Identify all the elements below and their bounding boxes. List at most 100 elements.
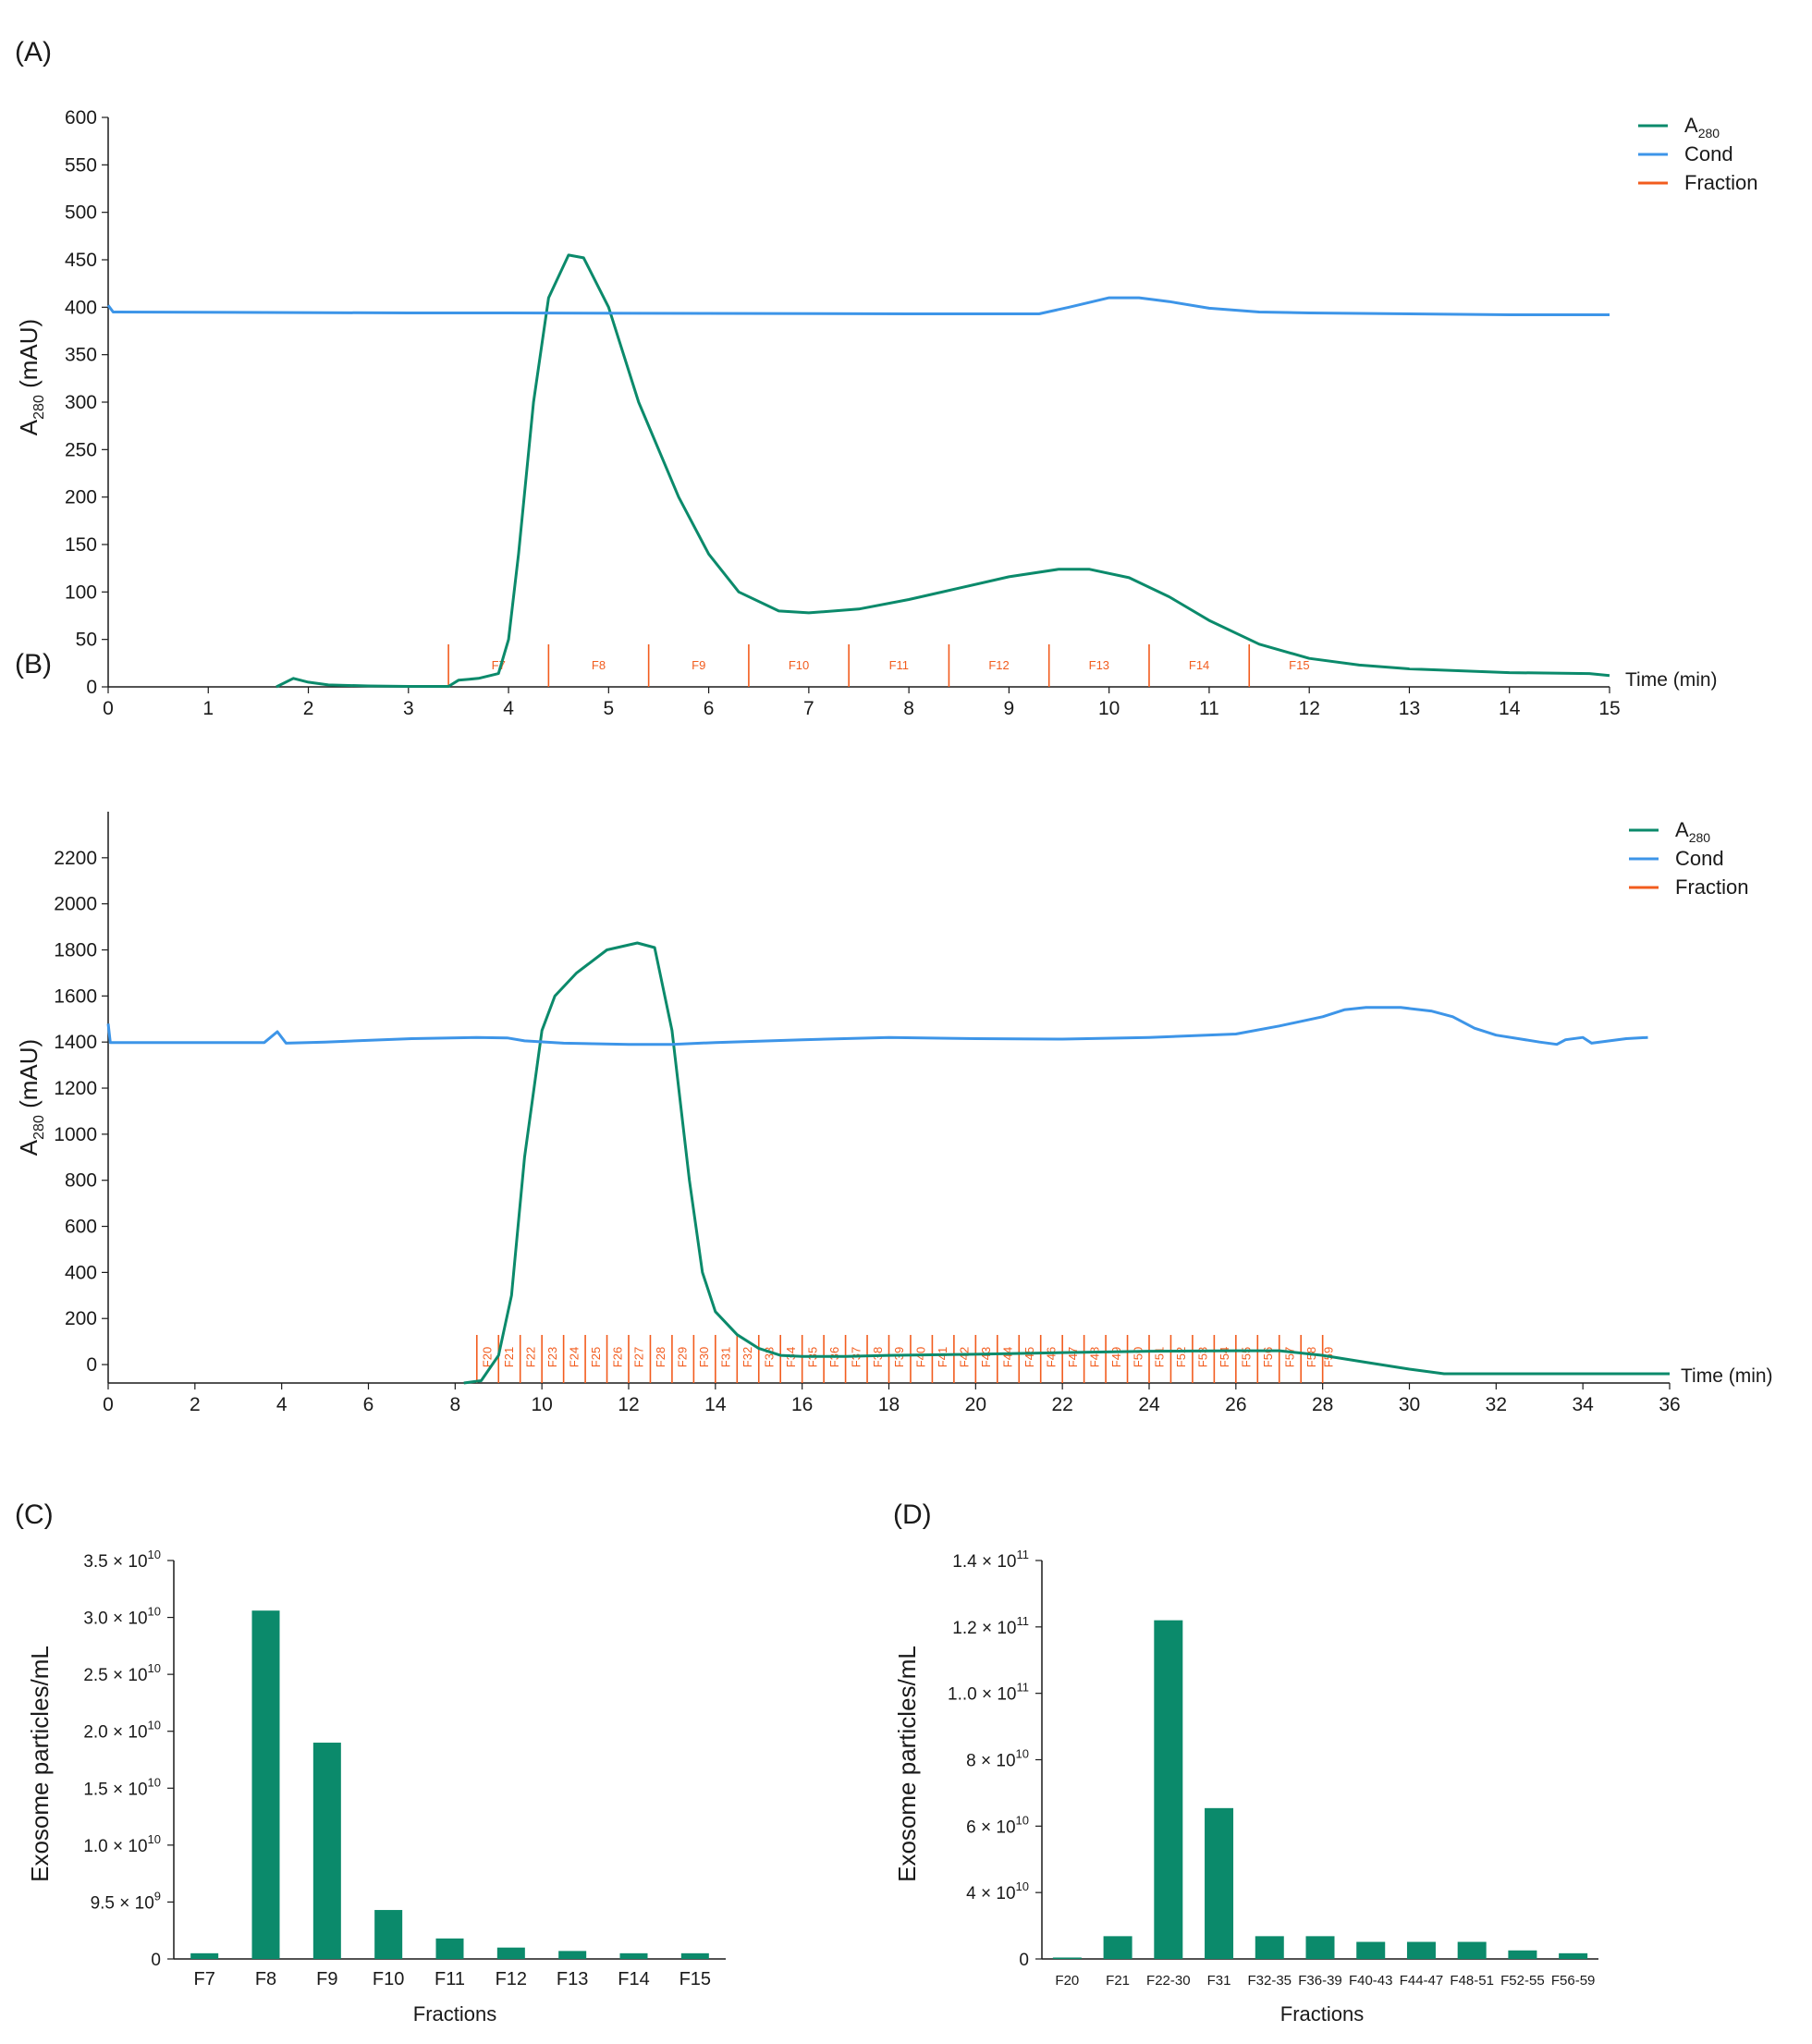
panel-b-line-chart: (B) A280 (mAU) Time (min) 0 2 4 6 8 10 12 14 16 1… — [15, 649, 1773, 1415]
y-tick-label: 450 — [65, 250, 97, 271]
fraction-label: F42 — [958, 1347, 972, 1367]
category-label: F48-51 — [1450, 1973, 1494, 1989]
x-tick-label: 9 — [1004, 698, 1015, 719]
x-tick-label: 10 — [1098, 698, 1120, 719]
panel-a-tag: (A) — [15, 37, 52, 67]
y-tick-label: 1000 — [54, 1124, 97, 1145]
bar — [1457, 1941, 1487, 1959]
fraction-label: F41 — [936, 1347, 949, 1367]
y-tick-label: 400 — [65, 297, 97, 318]
y-tick-label: 1.0 × 1010 — [83, 1832, 161, 1856]
fraction-label: F49 — [1109, 1347, 1123, 1367]
x-tick-label: 6 — [363, 1394, 374, 1415]
category-label: F13 — [557, 1969, 588, 1989]
y-tick-label: 8 × 1010 — [966, 1747, 1029, 1771]
y-tick-label: 250 — [65, 439, 97, 460]
fraction-label: F23 — [545, 1347, 559, 1367]
fraction-label: F15 — [1289, 658, 1309, 672]
y-tick-label: 50 — [76, 630, 97, 651]
category-label: F12 — [496, 1969, 527, 1989]
y-tick-label: 3.0 × 1010 — [83, 1605, 161, 1629]
fraction-label: F11 — [889, 658, 909, 672]
bar — [1052, 1957, 1082, 1959]
bar — [1559, 1952, 1588, 1959]
fraction-label: F50 — [1131, 1347, 1145, 1367]
panel-d-x-axis-label: Fractions — [1280, 2002, 1364, 2026]
y-tick-label: 0 — [86, 677, 97, 698]
x-tick-label: 26 — [1225, 1394, 1246, 1415]
x-tick-label: 24 — [1138, 1394, 1160, 1415]
bar — [1205, 1807, 1234, 1959]
fraction-label: F13 — [1089, 658, 1109, 672]
fraction-label: F47 — [1066, 1347, 1080, 1367]
legend-a280-label: A280 — [1684, 114, 1720, 141]
category-label: F7 — [193, 1969, 214, 1989]
x-tick-label: 10 — [531, 1394, 552, 1415]
panel-d-tag: (D) — [893, 1499, 932, 1530]
category-label: F22-30 — [1146, 1973, 1191, 1989]
y-tick-label: 1400 — [54, 1032, 97, 1053]
legend-cond-label: Cond — [1684, 142, 1733, 165]
bar — [1406, 1941, 1436, 1959]
category-label: F44-47 — [1400, 1973, 1444, 1989]
bar — [1356, 1941, 1386, 1959]
panel-a-line-chart: (A) A280 (mAU) Time (min) 0 1 2 3 4 5 6 7 8 9 10 11… — [15, 37, 1757, 719]
fraction-label: F31 — [719, 1347, 733, 1367]
a280-series-line — [463, 941, 1670, 1385]
panel-b-y-axis-label: A280 (mAU) — [15, 1039, 47, 1156]
category-label: F31 — [1207, 1973, 1231, 1989]
category-label: F36-39 — [1298, 1973, 1342, 1989]
x-tick-label: 13 — [1399, 698, 1420, 719]
fraction-label: F40 — [914, 1347, 928, 1367]
x-tick-label: 12 — [618, 1394, 639, 1415]
legend-a280-label: A280 — [1675, 818, 1710, 845]
y-tick-label: 150 — [65, 534, 97, 556]
x-tick-label: 0 — [103, 698, 114, 719]
y-tick-label: 2.5 × 1010 — [83, 1661, 161, 1685]
y-tick-label: 800 — [65, 1170, 97, 1192]
panel-b-legend: A280 Cond Fraction — [1629, 818, 1748, 899]
fraction-label: F9 — [692, 658, 705, 672]
bar — [312, 1743, 341, 1959]
category-label: F11 — [435, 1969, 465, 1989]
x-tick-label: 1 — [202, 698, 214, 719]
y-tick-label: 200 — [65, 1308, 97, 1329]
x-tick-label: 8 — [903, 698, 914, 719]
fraction-label: F45 — [1022, 1347, 1036, 1367]
category-label: F56-59 — [1551, 1973, 1596, 1989]
bar — [558, 1951, 587, 1959]
y-tick-label: 1200 — [54, 1078, 97, 1099]
bar — [496, 1947, 525, 1959]
y-tick-label: 600 — [65, 1217, 97, 1238]
panel-b-x-axis-label: Time (min) — [1681, 1365, 1773, 1387]
y-tick-label: 1.4 × 1011 — [952, 1548, 1029, 1572]
y-tick-label: 1.2 × 1011 — [952, 1614, 1029, 1638]
category-label: F32-35 — [1248, 1973, 1292, 1989]
fraction-label: F10 — [789, 658, 809, 672]
panel-c-x-axis-label: Fractions — [413, 2002, 496, 2026]
x-tick-label: 22 — [1051, 1394, 1072, 1415]
bar — [680, 1952, 709, 1959]
fraction-label: F32 — [741, 1347, 754, 1367]
fraction-label: F44 — [1001, 1347, 1015, 1367]
x-tick-label: 8 — [449, 1394, 460, 1415]
bar — [1103, 1936, 1132, 1959]
y-tick-label: 2.0 × 1010 — [83, 1719, 161, 1743]
fraction-label: F39 — [892, 1347, 906, 1367]
panel-c-tag: (C) — [15, 1499, 54, 1530]
x-tick-label: 14 — [704, 1394, 727, 1415]
a280-series-line — [275, 253, 1610, 689]
fraction-label: F20 — [481, 1347, 495, 1367]
panel-a-y-axis-label: A280 (mAU) — [15, 319, 47, 435]
fraction-label: F27 — [632, 1347, 646, 1367]
panel-a-x-axis-label: Time (min) — [1625, 669, 1718, 691]
fraction-label: F14 — [1189, 658, 1209, 672]
x-tick-label: 20 — [965, 1394, 986, 1415]
cond-series-line — [106, 1006, 1648, 1046]
y-tick-label: 500 — [65, 202, 97, 224]
panel-c-y-axis-label: Exosome particles/mL — [26, 1646, 54, 1882]
x-tick-label: 14 — [1499, 698, 1521, 719]
fraction-label: F30 — [697, 1347, 711, 1367]
y-tick-label: 300 — [65, 392, 97, 413]
y-tick-label: 2000 — [54, 894, 97, 915]
